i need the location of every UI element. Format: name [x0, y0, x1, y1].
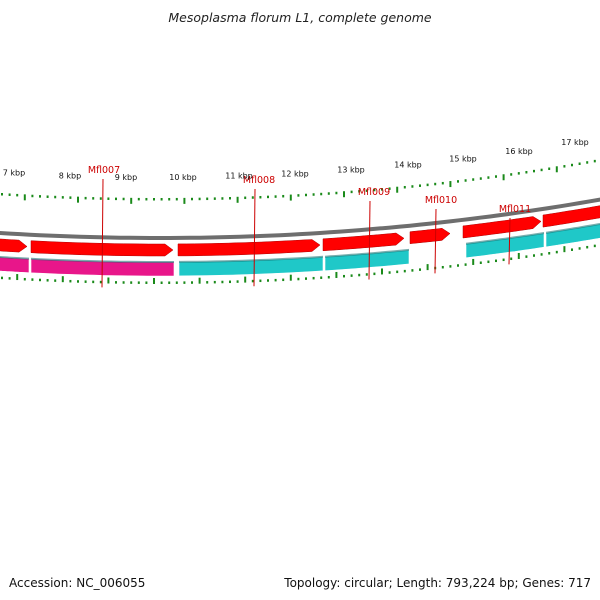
gene-label: Mfl011 [499, 204, 531, 215]
gene-label: Mfl007 [88, 165, 120, 176]
gene-label-leader [508, 217, 511, 265]
gc-skew-track-inner [1, 159, 596, 204]
gene-arrow [322, 232, 405, 252]
gene-arrow [542, 205, 600, 228]
kbp-label: 17 kbp [561, 138, 589, 147]
genome-summary-text: Topology: circular; Length: 793,224 bp; … [284, 576, 591, 590]
kbp-label: 7 kbp [3, 169, 25, 178]
gene-label-layer: Mfl007 Mfl008 Mfl009 Mfl010 Mfl011 [88, 165, 531, 288]
gene-label: Mfl008 [243, 175, 275, 186]
gene-label: Mfl010 [425, 195, 457, 206]
cds-block-shadow [31, 257, 174, 263]
kbp-label: 14 kbp [394, 161, 422, 170]
kbp-label: 15 kbp [449, 154, 477, 163]
accession-text: Accession: NC_006055 [9, 576, 146, 590]
cds-block-shadow [546, 222, 600, 234]
cds-track [0, 222, 600, 277]
backbone-ring [0, 197, 600, 240]
cds-block-shadow [0, 256, 29, 260]
cds-block-shadow [325, 248, 409, 258]
map-title: Mesoplasma florum L1, complete genome [168, 10, 432, 25]
gene-label-leader [368, 200, 371, 280]
kbp-label: 12 kbp [281, 169, 309, 178]
gene-label-leader [434, 208, 437, 274]
kbp-axis-labels: 7 kbp 8 kbp 9 kbp 10 kbp 11 kbp 12 kbp 13 kbp 1… [3, 138, 589, 182]
kbp-label: 16 kbp [505, 147, 533, 156]
kbp-label: 11 kbp [225, 172, 253, 181]
gc-skew-track-outer [1, 244, 596, 284]
cds-block-shadow [179, 255, 323, 263]
gene-arrow [409, 228, 451, 244]
gene-arrow [462, 216, 542, 239]
gene-label-leader [101, 178, 104, 288]
cds-block [465, 232, 545, 259]
backbone-line [0, 197, 600, 240]
kbp-label: 10 kbp [169, 173, 197, 182]
kbp-label: 8 kbp [59, 171, 81, 180]
kbp-label: 9 kbp [115, 173, 137, 182]
gene-label-leader [253, 188, 256, 287]
gene-label: Mfl009 [358, 187, 390, 198]
gene-arrow [177, 239, 321, 257]
kbp-label: 13 kbp [337, 166, 365, 175]
cds-block-shadow [466, 232, 544, 245]
gene-track [0, 205, 600, 257]
gene-arrow [0, 238, 28, 253]
